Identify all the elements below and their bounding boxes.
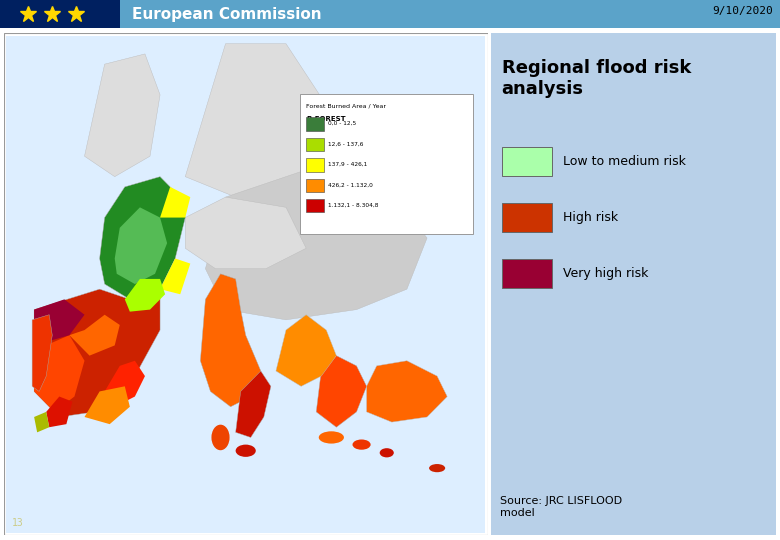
- Text: 9/10/2020: 9/10/2020: [712, 6, 773, 16]
- Text: Low to medium risk: Low to medium risk: [562, 155, 686, 168]
- Bar: [120, 0, 780, 28]
- Polygon shape: [316, 356, 367, 427]
- Ellipse shape: [429, 464, 445, 472]
- Text: 0,0 - 12,5: 0,0 - 12,5: [328, 121, 356, 126]
- Bar: [502, 203, 552, 232]
- Text: European Commission: European Commission: [132, 6, 321, 22]
- Polygon shape: [34, 299, 84, 346]
- Text: High risk: High risk: [562, 211, 618, 224]
- Bar: [306, 138, 324, 151]
- Polygon shape: [160, 259, 190, 294]
- Text: 137,9 - 426,1: 137,9 - 426,1: [328, 162, 367, 167]
- Bar: [306, 199, 324, 212]
- Text: 426,2 - 1.132,0: 426,2 - 1.132,0: [328, 183, 373, 187]
- Text: 12,6 - 137,6: 12,6 - 137,6: [328, 141, 363, 146]
- Text: 13: 13: [12, 518, 23, 529]
- Polygon shape: [236, 371, 271, 437]
- Ellipse shape: [236, 444, 256, 457]
- Polygon shape: [160, 187, 190, 218]
- Polygon shape: [34, 335, 84, 412]
- Text: Forest Burned Area / Year: Forest Burned Area / Year: [306, 103, 386, 108]
- Bar: [502, 147, 552, 176]
- Polygon shape: [105, 361, 145, 407]
- Polygon shape: [69, 315, 120, 356]
- Polygon shape: [125, 279, 165, 312]
- Polygon shape: [34, 412, 49, 433]
- Polygon shape: [34, 289, 160, 417]
- Bar: [0, 0, 120, 28]
- Bar: [502, 260, 552, 288]
- Ellipse shape: [380, 448, 394, 457]
- Text: B_FOREST: B_FOREST: [306, 116, 346, 122]
- Polygon shape: [32, 315, 52, 392]
- Polygon shape: [115, 207, 167, 284]
- Ellipse shape: [353, 440, 370, 450]
- Text: Very high risk: Very high risk: [562, 267, 648, 280]
- Ellipse shape: [211, 424, 229, 450]
- Ellipse shape: [319, 431, 344, 443]
- Polygon shape: [84, 386, 129, 424]
- Polygon shape: [46, 396, 73, 427]
- Polygon shape: [367, 361, 447, 422]
- Polygon shape: [205, 166, 427, 320]
- Bar: [306, 179, 324, 192]
- Text: Source: JRC LISFLOOD
model: Source: JRC LISFLOOD model: [499, 496, 622, 518]
- Polygon shape: [186, 197, 306, 269]
- Polygon shape: [276, 315, 336, 386]
- Text: 1.132,1 - 8.304,8: 1.132,1 - 8.304,8: [328, 203, 379, 208]
- Text: Regional flood risk
analysis: Regional flood risk analysis: [502, 59, 691, 98]
- Bar: [306, 117, 324, 131]
- Polygon shape: [200, 274, 261, 407]
- FancyBboxPatch shape: [300, 94, 473, 234]
- Polygon shape: [100, 177, 186, 299]
- Polygon shape: [84, 54, 160, 177]
- Bar: [306, 158, 324, 172]
- Polygon shape: [186, 44, 326, 207]
